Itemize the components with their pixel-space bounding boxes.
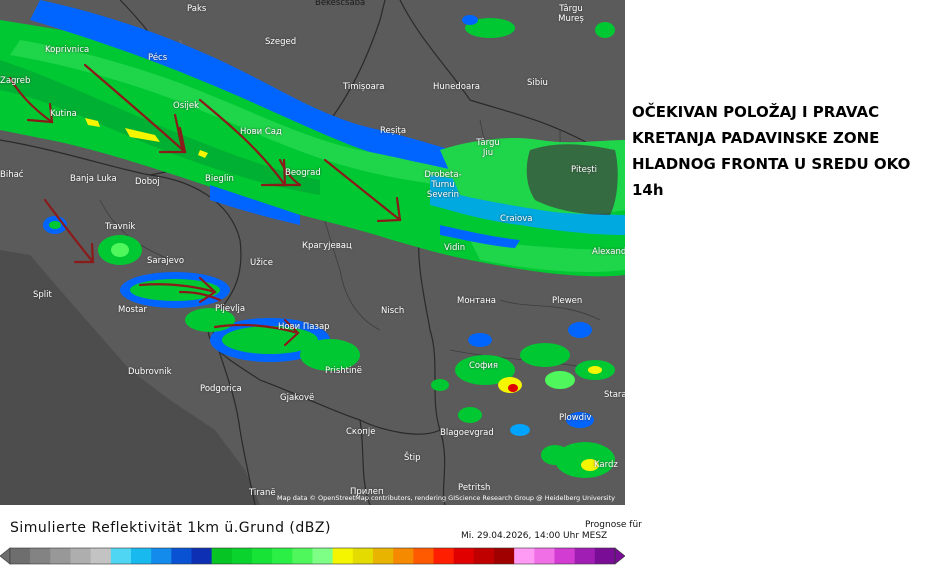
colorbar-swatch bbox=[473, 548, 495, 564]
colorbar-swatch bbox=[534, 548, 555, 564]
city-label: Sibiu bbox=[527, 78, 548, 88]
city-label: Zagreb bbox=[0, 76, 31, 86]
colorbar-swatch bbox=[191, 548, 212, 564]
radar-map[interactable]: Paks Bekescsaba Târgu Mureș Koprivnica S… bbox=[0, 0, 625, 505]
city-label: Pljevlja bbox=[215, 304, 246, 314]
city-label: Vidin bbox=[444, 243, 466, 253]
colorbar-swatch bbox=[70, 548, 91, 564]
city-label: Štip bbox=[404, 453, 421, 463]
map-attribution: Map data © OpenStreetMap contributors, r… bbox=[277, 494, 615, 502]
colorbar-swatch bbox=[594, 548, 616, 564]
colorbar-swatch bbox=[211, 548, 233, 564]
city-label: Osijek bbox=[173, 101, 199, 111]
colorbar-swatch bbox=[292, 548, 313, 564]
headline-text: OČEKIVAN POLOŽAJ I PRAVAC KRETANJA PADAV… bbox=[632, 103, 911, 199]
colorbar-swatch bbox=[272, 548, 293, 564]
city-label: Koprivnica bbox=[45, 45, 90, 55]
colorbar-swatch bbox=[131, 548, 152, 564]
city-label: Крагујевац bbox=[302, 241, 352, 251]
city-label: Sarajevo bbox=[147, 256, 185, 266]
city-label: Nisch bbox=[381, 306, 405, 316]
city-label: Прилеп bbox=[350, 487, 384, 497]
colorbar-left-arrow bbox=[0, 547, 11, 565]
city-label: Скопје bbox=[346, 427, 376, 437]
colorbar-swatch bbox=[30, 548, 51, 564]
city-label: Reșița bbox=[380, 126, 407, 136]
colorbar-swatch bbox=[332, 548, 354, 564]
city-label: Kardz bbox=[594, 460, 618, 470]
city-label: Split bbox=[33, 290, 52, 300]
city-label: Pécs bbox=[148, 53, 168, 63]
city-label: Paks bbox=[187, 4, 207, 14]
forecast-date: Mi. 29.04.2026, 14:00 Uhr MESZ bbox=[461, 531, 608, 541]
city-label: Beograd bbox=[285, 168, 321, 178]
colorbar-swatch bbox=[110, 548, 132, 564]
city-label: Plowdiv bbox=[559, 413, 592, 423]
city-label: София bbox=[469, 361, 499, 371]
city-label: Travnik bbox=[105, 222, 136, 232]
city-label: Gjakovë bbox=[280, 393, 315, 403]
city-label: Petritsh bbox=[458, 483, 491, 493]
colorbar-swatch bbox=[494, 548, 515, 564]
colorbar-swatch bbox=[90, 548, 112, 564]
city-label: Craiova bbox=[500, 214, 533, 224]
colorbar-swatch bbox=[433, 548, 454, 564]
legend-title: Simulierte Reflektivität 1km ü.Grund (dB… bbox=[10, 520, 331, 536]
city-label: Târgu Jiu bbox=[476, 138, 500, 158]
city-label: Монтана bbox=[457, 296, 497, 306]
city-label: Нови Сад bbox=[240, 127, 282, 137]
city-label: Hunedoara bbox=[433, 82, 480, 92]
city-label: Kutina bbox=[50, 109, 77, 119]
colorbar-swatch bbox=[252, 548, 273, 564]
city-label: Stara bbox=[604, 390, 625, 400]
radar-map-graphics bbox=[0, 0, 625, 505]
city-label: Prishtinë bbox=[325, 366, 362, 376]
colorbar-swatch bbox=[393, 548, 414, 564]
city-label: Târgu Mureș bbox=[558, 4, 584, 24]
city-label: Tiranë bbox=[249, 488, 276, 498]
city-label: Banja Luka bbox=[70, 174, 117, 184]
colorbar-swatch bbox=[50, 548, 71, 564]
city-label: Bekescsaba bbox=[315, 0, 366, 8]
city-label: Plewen bbox=[552, 296, 583, 306]
colorbar-swatch bbox=[514, 548, 535, 564]
city-label: Bieglin bbox=[205, 174, 234, 184]
city-label: Pitești bbox=[571, 165, 597, 175]
city-label: Szeged bbox=[265, 37, 297, 47]
city-label: Drobeta-Turnu Severin bbox=[424, 170, 462, 200]
colorbar-border bbox=[9, 547, 616, 565]
city-label: Нови Пазар bbox=[278, 322, 330, 332]
colorbar-right-arrow bbox=[614, 547, 625, 565]
reflectivity-colorbar bbox=[0, 547, 625, 565]
colorbar-swatch bbox=[373, 548, 394, 564]
colorbar-swatch bbox=[413, 548, 434, 564]
colorbar-swatch bbox=[171, 548, 192, 564]
city-label: Dubrovnik bbox=[128, 367, 172, 377]
city-label: Doboj bbox=[135, 177, 160, 187]
city-label: Bihać bbox=[0, 170, 24, 180]
city-label: Timișoara bbox=[343, 82, 385, 92]
colorbar-swatch bbox=[352, 548, 374, 564]
colorbar-swatch bbox=[554, 548, 575, 564]
colorbar-swatch bbox=[453, 548, 475, 564]
colorbar-swatch bbox=[10, 548, 31, 564]
city-label: Blagoevgrad bbox=[440, 428, 494, 438]
city-label: Podgorica bbox=[200, 384, 242, 394]
colorbar-swatch bbox=[574, 548, 596, 564]
city-label: Mostar bbox=[118, 305, 147, 315]
forecast-label: Prognose für bbox=[585, 520, 642, 530]
colorbar-swatch bbox=[312, 548, 333, 564]
city-label: Užice bbox=[250, 258, 273, 268]
colorbar-swatch bbox=[231, 548, 253, 564]
colorbar-swatch bbox=[151, 548, 172, 564]
city-label: Alexand bbox=[592, 247, 625, 257]
